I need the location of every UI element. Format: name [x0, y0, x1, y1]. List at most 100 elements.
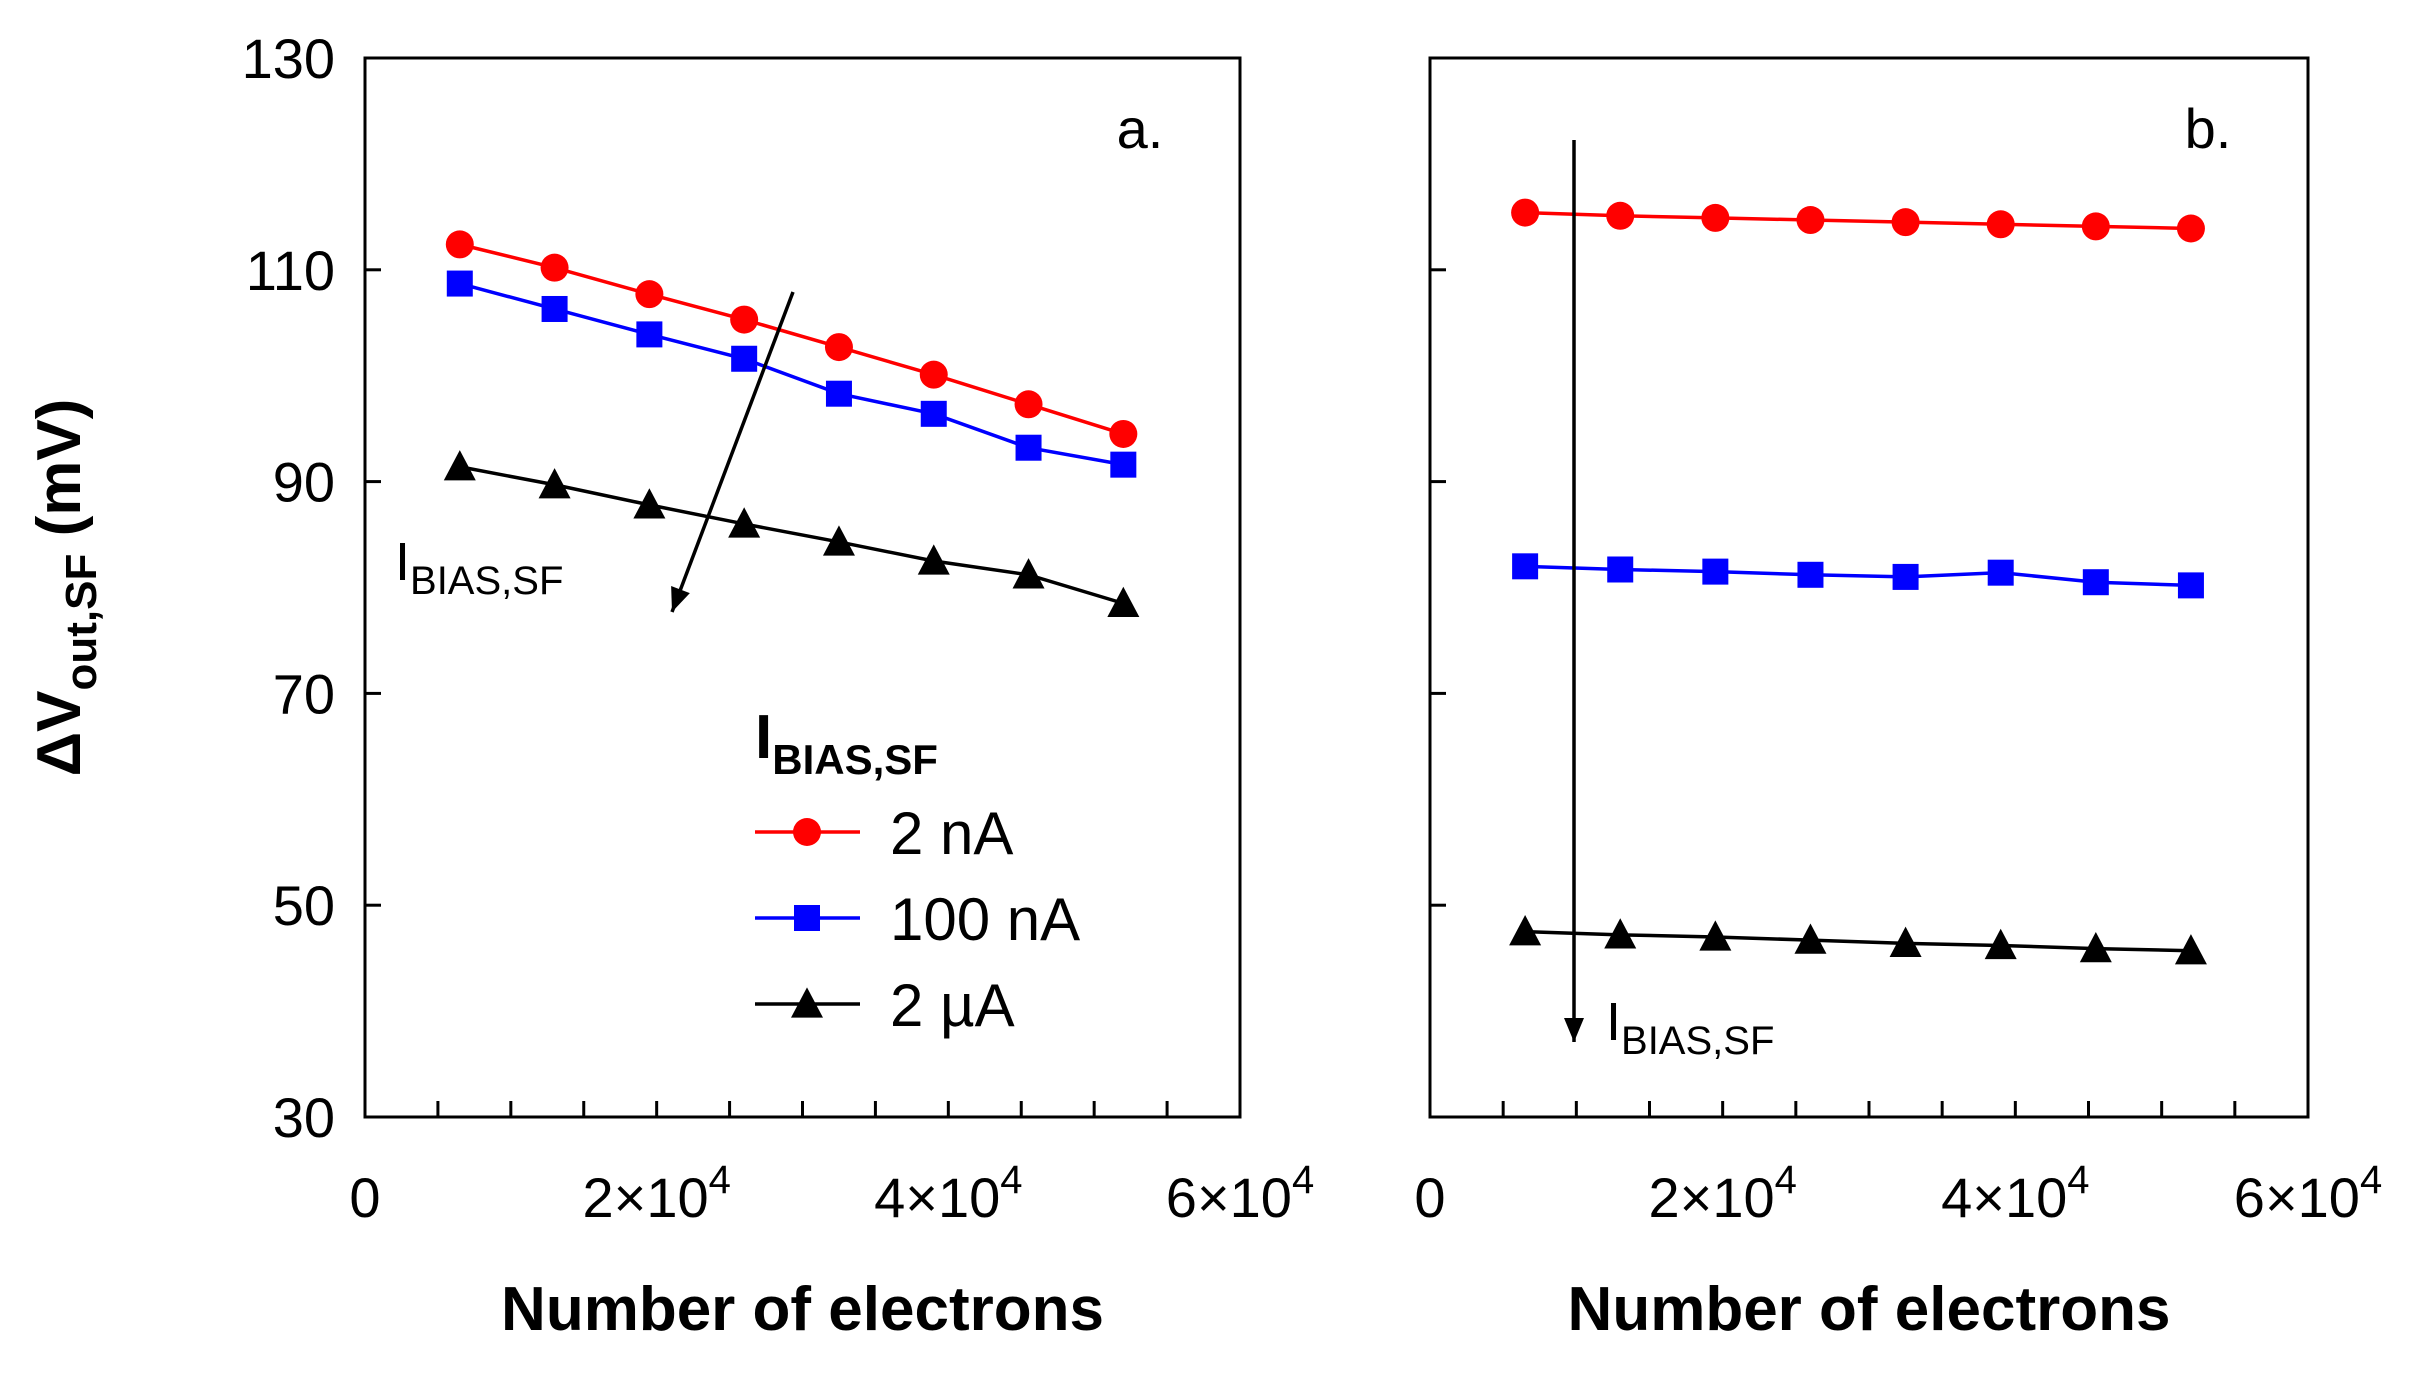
data-point: [822, 525, 855, 556]
y-tick-label: 130: [242, 27, 335, 90]
legend-item: 2 µA: [755, 972, 1015, 1039]
data-point: [1607, 556, 1634, 583]
data-point: [1606, 201, 1635, 230]
series-line: [1525, 564, 2191, 588]
data-point: [1986, 210, 2015, 239]
legend-title-main: I: [755, 703, 772, 772]
y-tick-label: 90: [273, 451, 335, 514]
legend-label: 100 nA: [890, 886, 1080, 953]
data-point: [1984, 928, 2017, 960]
annotation-label-main: I: [1606, 992, 1621, 1052]
annotation-label: IBIAS,SF: [1606, 992, 1774, 1063]
data-point: [917, 544, 950, 575]
data-point: [731, 345, 758, 372]
data-point: [1012, 558, 1045, 589]
annotation: IBIAS,SF: [1564, 140, 1774, 1063]
y-tick-label: 110: [246, 239, 335, 302]
data-point: [633, 488, 666, 519]
x-tick-label: 4×104: [1941, 1158, 2089, 1229]
x-tick-exponent: 4: [1775, 1158, 1797, 1202]
data-point: [1509, 915, 1542, 946]
data-point: [1892, 563, 1919, 590]
data-point: [538, 468, 571, 499]
data-point: [2079, 931, 2112, 963]
x-tick-mantissa: 4×10: [1941, 1166, 2067, 1229]
x-tick-label: 0: [349, 1166, 380, 1229]
x-tick-exponent: 4: [2360, 1158, 2382, 1202]
data-point: [2082, 569, 2109, 596]
legend-item: 2 nA: [755, 800, 1013, 867]
series-square: [1512, 553, 2204, 599]
annotation-label-main: I: [395, 532, 410, 592]
data-point: [540, 253, 569, 282]
data-point: [1015, 434, 1042, 461]
data-point: [2081, 212, 2110, 241]
data-point: [1512, 553, 1539, 580]
legend-title-sub: BIAS,SF: [772, 736, 938, 783]
data-point: [824, 333, 853, 362]
x-tick-exponent: 4: [1292, 1158, 1314, 1202]
y-axis-title-unit: (mV): [25, 399, 94, 554]
series-line: [1525, 210, 2191, 231]
x-tick-exponent: 4: [2067, 1158, 2089, 1202]
x-axis-title: Number of electrons: [501, 1275, 1104, 1344]
data-point: [2176, 214, 2205, 243]
x-tick-exponent: 4: [1000, 1158, 1022, 1202]
x-tick-mantissa: 6×10: [2234, 1166, 2360, 1229]
panel-letter: a.: [1117, 97, 1164, 160]
series-circle: [445, 230, 1138, 448]
legend-swatch-marker: [794, 905, 820, 931]
series-line: [459, 281, 1124, 467]
data-point: [1107, 586, 1140, 618]
data-point: [1014, 390, 1043, 419]
annotation: IBIAS,SF: [395, 291, 795, 613]
annotation-label-sub: BIAS,SF: [410, 559, 563, 603]
x-tick-mantissa: 6×10: [1166, 1166, 1292, 1229]
data-point: [636, 321, 663, 348]
data-point: [1797, 561, 1824, 588]
annotation-label: IBIAS,SF: [395, 532, 563, 603]
legend-swatch-marker: [793, 818, 821, 846]
data-point: [1794, 923, 1827, 954]
y-axis-title-sub: out,SF: [57, 554, 106, 691]
data-point: [1109, 419, 1138, 448]
y-tick-label: 70: [273, 662, 335, 725]
data-point: [1702, 558, 1729, 585]
x-tick-exponent: 4: [709, 1158, 731, 1202]
x-tick-label: 4×104: [874, 1158, 1022, 1229]
legend: IBIAS,SF 2 nA 100 nA 2 µA: [755, 703, 1080, 1039]
data-point: [1796, 206, 1825, 235]
series-circle: [1511, 198, 2205, 243]
data-point: [2174, 934, 2207, 965]
data-point: [1987, 559, 2014, 586]
annotation-label-sub: BIAS,SF: [1621, 1019, 1774, 1063]
legend-label: 2 µA: [890, 972, 1015, 1039]
legend-swatch-marker: [791, 987, 823, 1018]
data-point: [1889, 926, 1922, 957]
data-point: [730, 305, 759, 334]
series-triangle: [443, 450, 1140, 618]
y-axis-title: ΔVout,SF (mV): [25, 399, 106, 777]
annotation-arrow-line: [670, 291, 795, 613]
annotation-arrow-head: [1564, 1018, 1584, 1042]
legend-item: 100 nA: [755, 886, 1080, 953]
y-tick-label: 50: [273, 874, 335, 937]
y-axis-title-main: ΔV: [25, 690, 94, 776]
data-point: [1701, 203, 1730, 232]
x-tick-label: 2×104: [582, 1158, 730, 1229]
series-line: [1525, 929, 2191, 953]
legend-title: IBIAS,SF: [755, 703, 938, 783]
data-point: [919, 360, 948, 389]
data-point: [1891, 208, 1920, 237]
data-point: [728, 507, 761, 538]
series-square: [446, 270, 1137, 478]
panel-letter: b.: [2185, 97, 2232, 160]
data-point: [920, 400, 947, 427]
data-point: [1110, 451, 1137, 478]
x-tick-label: 6×104: [1166, 1158, 1314, 1229]
x-tick-label: 0: [1414, 1166, 1445, 1229]
series-triangle: [1509, 915, 2207, 965]
